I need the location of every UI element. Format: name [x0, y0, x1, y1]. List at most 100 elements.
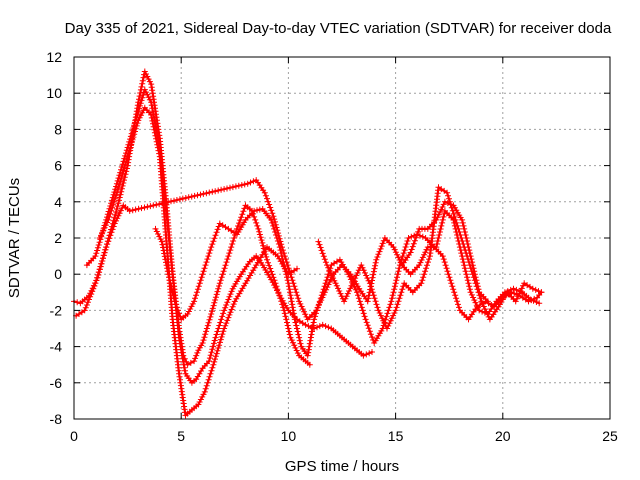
point-marker: [217, 339, 223, 346]
point-marker: [137, 112, 144, 119]
point-marker: [283, 259, 290, 266]
point-marker: [221, 325, 228, 332]
point-marker: [118, 175, 124, 182]
point-marker: [150, 123, 157, 130]
point-marker: [209, 346, 216, 353]
point-marker: [167, 280, 174, 287]
point-marker: [286, 268, 293, 275]
x-tick-label: 20: [495, 428, 511, 444]
y-tick-label: -8: [50, 411, 63, 427]
point-marker: [200, 337, 207, 344]
point-marker: [169, 289, 176, 296]
point-marker: [529, 285, 536, 292]
point-marker: [99, 258, 106, 264]
point-marker: [320, 253, 327, 260]
point-marker: [197, 277, 204, 284]
point-marker: [139, 77, 146, 84]
point-marker: [445, 271, 452, 278]
x-tick-label: 0: [70, 428, 78, 444]
point-marker: [119, 170, 126, 177]
point-marker: [309, 325, 316, 332]
point-marker: [115, 200, 122, 207]
point-marker: [113, 209, 120, 215]
point-marker: [235, 223, 241, 229]
point-marker: [415, 228, 422, 235]
point-marker: [228, 306, 235, 313]
point-marker: [466, 247, 473, 254]
point-marker: [399, 286, 406, 293]
point-marker: [464, 238, 471, 244]
point-marker: [140, 74, 147, 81]
point-marker: [282, 313, 289, 320]
point-marker: [218, 274, 225, 281]
point-marker: [203, 259, 210, 266]
point-marker: [208, 244, 215, 251]
point-marker: [150, 202, 157, 209]
point-marker: [101, 224, 108, 231]
point-marker: [205, 253, 212, 260]
point-marker: [208, 311, 215, 317]
point-marker: [117, 191, 124, 198]
y-tick-label: 12: [46, 49, 62, 65]
point-marker: [109, 226, 116, 233]
point-marker: [216, 283, 222, 289]
point-marker: [395, 298, 402, 305]
point-marker: [100, 255, 106, 262]
point-marker: [292, 286, 299, 293]
point-marker: [153, 201, 160, 208]
point-marker: [121, 177, 127, 184]
point-marker: [477, 295, 484, 302]
point-marker: [319, 250, 326, 257]
point-marker: [135, 205, 142, 212]
point-marker: [325, 324, 332, 331]
point-marker: [213, 229, 220, 236]
point-marker: [467, 253, 474, 260]
point-marker: [194, 286, 201, 293]
point-marker: [335, 285, 341, 292]
point-marker: [535, 288, 542, 295]
point-marker: [360, 267, 367, 274]
point-marker: [216, 342, 223, 349]
point-marker: [484, 311, 491, 318]
point-marker: [152, 132, 159, 139]
point-marker: [102, 222, 109, 229]
point-marker: [94, 244, 101, 251]
point-marker: [205, 319, 212, 326]
point-marker: [319, 321, 326, 328]
point-marker: [354, 269, 361, 276]
point-marker: [153, 138, 160, 145]
point-marker: [357, 301, 364, 308]
point-marker: [395, 254, 402, 261]
point-marker: [447, 277, 454, 284]
point-marker: [513, 295, 520, 302]
point-marker: [148, 114, 155, 121]
point-marker: [261, 189, 268, 196]
point-marker: [333, 282, 340, 289]
point-marker: [94, 274, 101, 281]
point-marker: [398, 289, 405, 296]
point-marker: [120, 167, 127, 174]
point-marker: [439, 253, 446, 260]
point-marker: [216, 322, 223, 329]
point-marker: [251, 207, 258, 214]
point-marker: [115, 184, 122, 191]
point-marker: [224, 185, 230, 192]
point-marker: [253, 219, 260, 226]
point-marker: [213, 291, 220, 298]
point-marker: [389, 292, 396, 299]
point-marker: [355, 295, 362, 302]
point-marker: [104, 241, 111, 248]
point-marker: [206, 316, 213, 323]
point-marker: [464, 277, 471, 284]
point-marker: [533, 299, 540, 305]
point-marker: [214, 328, 221, 335]
point-marker: [254, 207, 260, 214]
point-marker: [346, 288, 352, 294]
point-marker: [208, 367, 215, 374]
point-marker: [187, 359, 194, 366]
point-marker: [213, 331, 220, 338]
point-marker: [268, 216, 275, 223]
point-marker: [475, 304, 481, 311]
point-marker: [465, 244, 472, 251]
point-marker: [214, 347, 221, 354]
